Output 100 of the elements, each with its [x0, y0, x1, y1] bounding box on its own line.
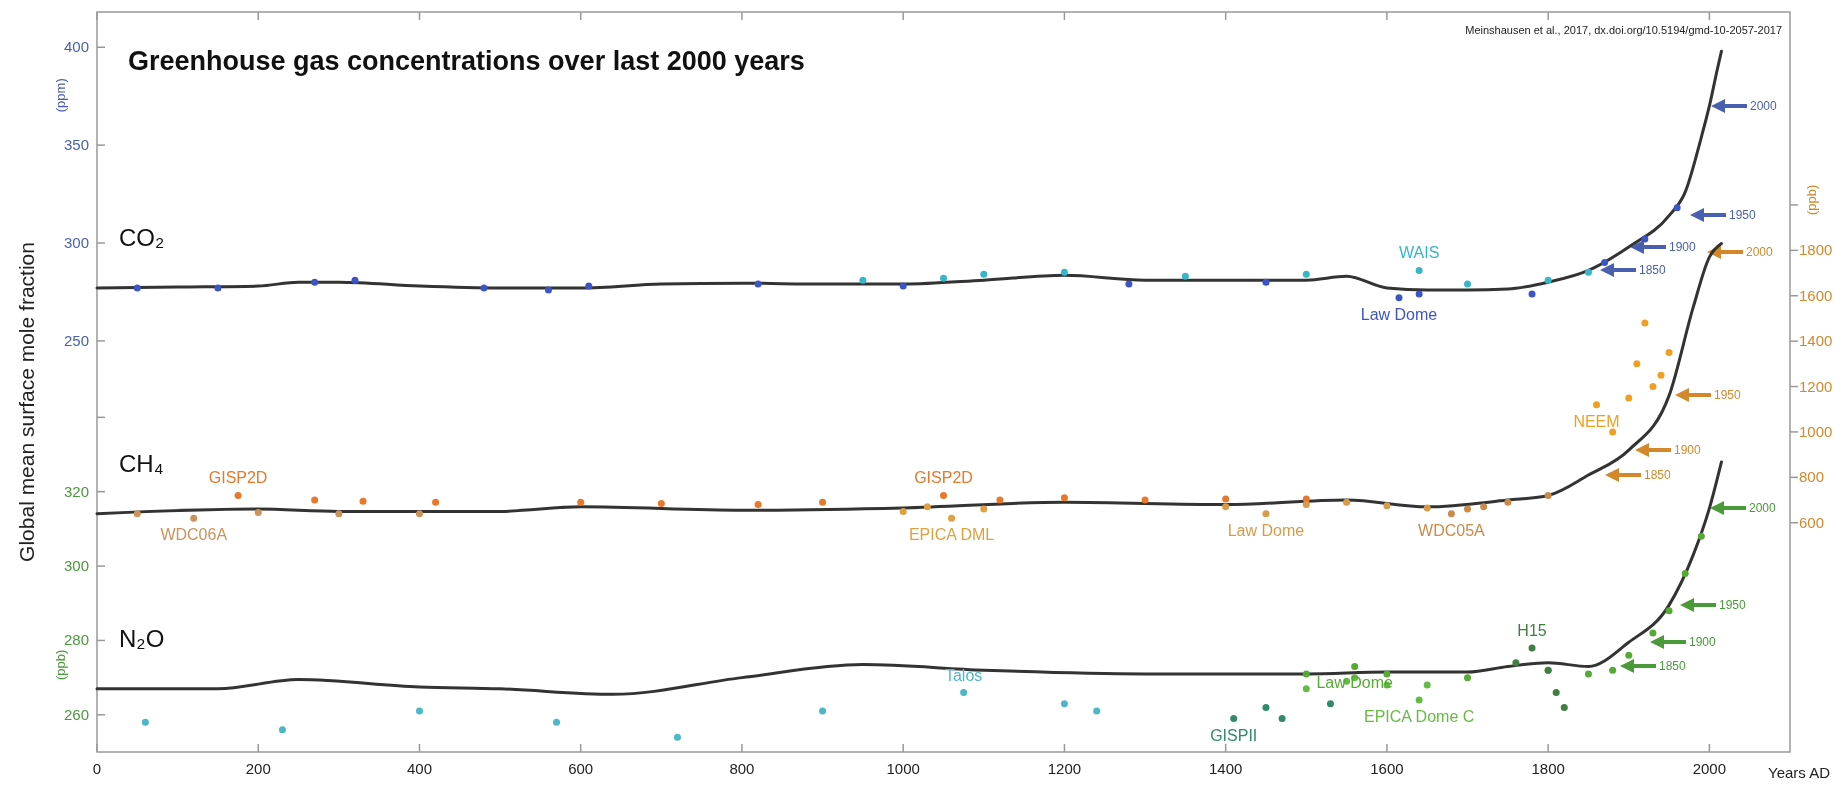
point [141, 718, 149, 726]
point [1657, 371, 1665, 379]
point [948, 514, 956, 522]
series-label: Law Dome [1316, 674, 1393, 692]
point [1609, 666, 1617, 674]
point [1528, 290, 1536, 298]
annotation: 2000 [1749, 501, 1777, 515]
point [1093, 707, 1101, 715]
annotation: 1900 [1689, 635, 1717, 649]
point [1415, 696, 1423, 704]
point [1060, 268, 1068, 276]
point [899, 282, 907, 290]
point [1601, 259, 1609, 267]
y-tick-label: 350 [63, 136, 89, 154]
annotation: 2000 [1750, 99, 1778, 113]
x-tick-label: 0 [92, 760, 102, 777]
point [1395, 294, 1403, 302]
series-label: WAIS [1399, 244, 1440, 262]
x-tick-label: 400 [406, 760, 432, 777]
point [480, 284, 488, 292]
point [1415, 266, 1423, 274]
y2-tick-label: 600 [1799, 513, 1825, 531]
y-tick-label: 250 [63, 331, 89, 349]
point [1480, 503, 1488, 511]
annotation: 1850 [1639, 263, 1667, 277]
point [415, 707, 423, 715]
y2-tick-label: 800 [1799, 468, 1825, 486]
point [577, 498, 585, 506]
point [1351, 662, 1359, 670]
point [351, 276, 359, 284]
x-axis-title: Years AD [1768, 764, 1831, 781]
point [1302, 670, 1310, 678]
y2-tick-label: 1800 [1799, 241, 1833, 259]
x-tick-label: 200 [245, 760, 271, 777]
point [1060, 494, 1068, 502]
point [214, 284, 222, 292]
annotation: 1850 [1644, 468, 1672, 482]
series-label: N₂O [119, 624, 165, 652]
point [1697, 532, 1705, 540]
x-tick-label: 1800 [1531, 760, 1565, 777]
point [1625, 651, 1633, 659]
point [1262, 278, 1270, 286]
series-label: Talos [944, 666, 983, 684]
point [415, 510, 423, 518]
series-label: WDC05A [1418, 521, 1486, 539]
x-tick-label: 1200 [1047, 760, 1082, 777]
point [923, 503, 931, 511]
x-tick-label: 2000 [1692, 760, 1727, 777]
point [1464, 505, 1472, 513]
point [1641, 319, 1649, 327]
point [359, 497, 367, 505]
point [1560, 703, 1568, 711]
point [1222, 495, 1230, 503]
point [1302, 270, 1310, 278]
point [1593, 401, 1601, 409]
point [1125, 280, 1133, 288]
y3-tick-label: 260 [63, 705, 89, 723]
point [1641, 235, 1649, 243]
point [1625, 394, 1633, 402]
point [234, 492, 242, 499]
point [1262, 510, 1270, 518]
point [278, 726, 286, 734]
point [553, 718, 561, 726]
series-label: Law Dome [1227, 521, 1305, 539]
y2-tick-label: 1400 [1799, 332, 1833, 350]
point [1423, 681, 1431, 689]
point [1141, 496, 1149, 504]
point [1415, 290, 1423, 298]
point [980, 505, 988, 513]
point [1464, 280, 1472, 288]
text: Greenhouse gas concentrations over last 2000 years [128, 46, 805, 76]
point [859, 276, 867, 284]
annotation: 1950 [1714, 388, 1742, 402]
point [544, 286, 552, 294]
point [1262, 703, 1270, 711]
series-label: WDC06A [160, 526, 228, 544]
point [899, 507, 907, 515]
point [1060, 700, 1068, 708]
point [1447, 510, 1455, 518]
series-label: EPICA Dome C [1364, 707, 1475, 725]
point [1544, 276, 1552, 284]
point [585, 282, 593, 290]
series-label: CO₂ [119, 224, 165, 252]
point [1665, 348, 1673, 356]
point [1584, 670, 1592, 678]
point [1222, 503, 1230, 511]
annotation: 1900 [1674, 443, 1702, 457]
point [1584, 268, 1592, 276]
y2-tick-label: 1200 [1799, 377, 1833, 395]
point [1681, 570, 1689, 578]
y2-axis-title: (ppb) [1804, 184, 1819, 216]
point [1302, 501, 1310, 509]
point [1464, 674, 1472, 682]
point [819, 498, 827, 506]
point [254, 509, 262, 517]
point [960, 689, 968, 696]
point [940, 274, 947, 282]
series-label: H15 [1517, 621, 1547, 639]
point [1423, 504, 1431, 512]
point [1552, 689, 1560, 696]
